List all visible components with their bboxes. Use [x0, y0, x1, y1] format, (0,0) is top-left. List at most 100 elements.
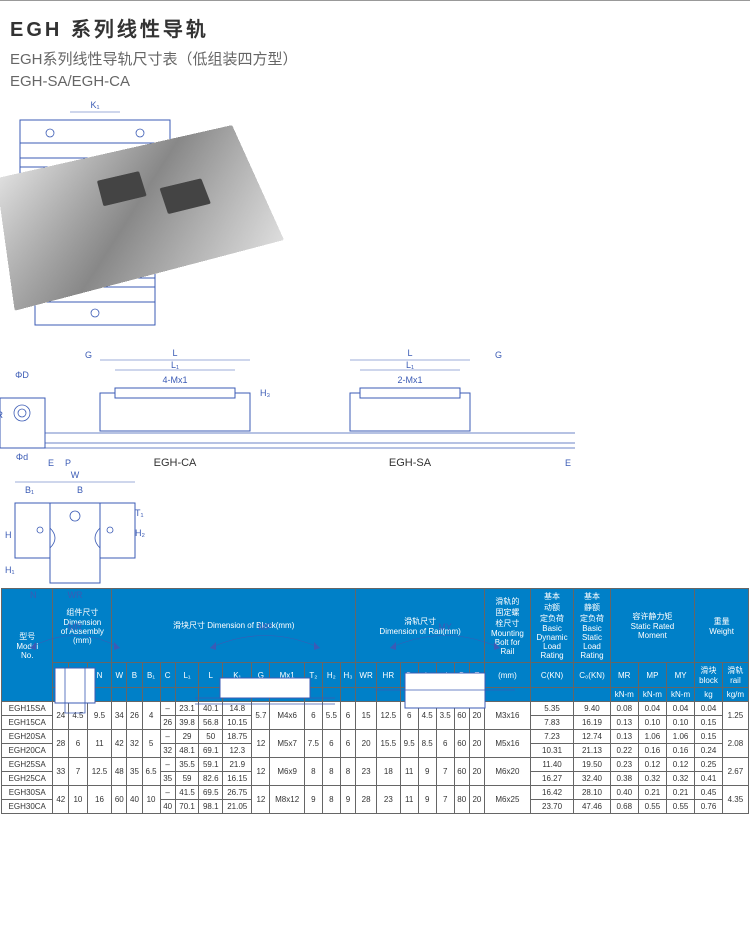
svg-text:L₁: L₁	[406, 360, 414, 370]
data-cell: 0.24	[695, 744, 723, 758]
data-cell: 0.55	[667, 800, 695, 814]
data-cell: 9.40	[574, 702, 610, 716]
svg-text:N: N	[30, 590, 37, 600]
svg-text:HR: HR	[0, 410, 3, 420]
data-cell: 6	[322, 730, 340, 758]
data-cell: 12	[252, 758, 270, 786]
col-unit: kN-m	[638, 688, 666, 702]
data-cell: 11.40	[530, 758, 573, 772]
data-cell: 21.05	[223, 800, 252, 814]
svg-text:K₁: K₁	[90, 100, 99, 110]
data-cell: 19.50	[574, 758, 610, 772]
data-cell: 48	[112, 758, 127, 786]
svg-text:Φd: Φd	[16, 452, 28, 462]
model-cell: EGH30CA	[2, 800, 53, 814]
side-elevation: ΦD Φd HR h L L₁ 4-Mx1 G EGH-CA L L₁	[0, 338, 580, 468]
data-cell: 12	[252, 730, 270, 758]
data-cell: 16.27	[530, 772, 573, 786]
data-cell: 10.31	[530, 744, 573, 758]
data-cell: 42	[53, 786, 69, 814]
data-cell: 0.41	[695, 772, 723, 786]
data-cell: 16.15	[223, 772, 252, 786]
svg-text:E: E	[565, 458, 571, 468]
data-cell: 82.6	[199, 772, 223, 786]
data-cell: 1.06	[667, 730, 695, 744]
data-cell: 69.1	[199, 744, 223, 758]
model-line: EGH-SA/EGH-CA	[10, 73, 740, 90]
data-cell: 20	[356, 730, 377, 758]
moment-diagrams: MR MP MY	[0, 618, 530, 728]
data-cell: 9	[340, 786, 355, 814]
data-cell: 12	[252, 786, 270, 814]
svg-text:MP: MP	[258, 622, 272, 632]
data-cell: 0.04	[638, 702, 666, 716]
data-cell: 0.23	[610, 758, 638, 772]
data-cell: 8	[322, 786, 340, 814]
data-cell: 60	[112, 786, 127, 814]
data-cell: 9	[418, 758, 436, 786]
data-cell: 0.15	[695, 730, 723, 744]
data-cell: 9.5	[400, 730, 418, 758]
col-unit: kN-m	[667, 688, 695, 702]
svg-text:L₁: L₁	[171, 360, 179, 370]
data-cell: 20	[469, 758, 484, 786]
data-cell: 11	[400, 758, 418, 786]
svg-text:2-Mx1: 2-Mx1	[397, 375, 422, 385]
data-cell: 28.10	[574, 786, 610, 800]
data-cell: 35	[127, 758, 142, 786]
data-cell: 0.25	[695, 758, 723, 772]
data-cell: 9	[418, 786, 436, 814]
data-cell: 33	[53, 758, 69, 786]
table-row: EGH25SA33712.548356.5–35.559.121.912M6x9…	[2, 758, 749, 772]
data-cell: 0.40	[610, 786, 638, 800]
model-cell: EGH20CA	[2, 744, 53, 758]
data-cell: 8	[304, 758, 322, 786]
data-cell: –	[160, 730, 175, 744]
data-cell: M8x12	[270, 786, 304, 814]
data-cell: 0.10	[667, 716, 695, 730]
data-cell: –	[160, 786, 175, 800]
data-cell: 4.35	[722, 786, 748, 814]
data-cell: 28	[356, 786, 377, 814]
data-cell: 6	[69, 730, 88, 758]
svg-text:W: W	[71, 470, 80, 480]
data-cell: 23.70	[530, 800, 573, 814]
data-cell: 0.68	[610, 800, 638, 814]
svg-text:T₁: T₁	[135, 508, 144, 518]
svg-text:G: G	[85, 350, 92, 360]
data-cell: 23	[356, 758, 377, 786]
data-cell: 1.25	[722, 702, 748, 730]
data-cell: M5x7	[270, 730, 304, 758]
model-cell: EGH25SA	[2, 758, 53, 772]
data-cell: 80	[454, 786, 469, 814]
svg-text:H₃: H₃	[260, 388, 270, 398]
svg-text:EGH-SA: EGH-SA	[389, 457, 432, 468]
svg-text:P: P	[65, 458, 71, 468]
data-cell: 0.22	[610, 744, 638, 758]
data-cell: 21.13	[574, 744, 610, 758]
data-cell: 6	[436, 730, 454, 758]
data-cell: 35.5	[175, 758, 199, 772]
data-cell: 12.3	[223, 744, 252, 758]
col-unit: kg	[695, 688, 723, 702]
data-cell: M6x20	[485, 758, 531, 786]
col-sub: MR	[610, 663, 638, 688]
data-cell: 16.42	[530, 786, 573, 800]
col-sub: 滑块block	[695, 663, 723, 688]
data-cell: 7	[69, 758, 88, 786]
data-cell: 48.1	[175, 744, 199, 758]
data-cell: 1.06	[638, 730, 666, 744]
data-cell: 0.12	[667, 758, 695, 772]
col-group: 基本静额定负荷BasicStaticLoadRating	[574, 589, 610, 663]
data-cell: 7.5	[304, 730, 322, 758]
data-cell: 69.5	[199, 786, 223, 800]
table-row: EGH30SA421016604010–41.569.526.7512M8x12…	[2, 786, 749, 800]
data-cell: 50	[199, 730, 223, 744]
data-cell: 28	[53, 730, 69, 758]
data-cell: 20	[469, 786, 484, 814]
data-cell: 40	[160, 800, 175, 814]
col-unit: kg/m	[722, 688, 748, 702]
data-cell: 5.35	[530, 702, 573, 716]
data-cell: M6x9	[270, 758, 304, 786]
page-title: EGH 系列线性导轨	[10, 13, 740, 42]
